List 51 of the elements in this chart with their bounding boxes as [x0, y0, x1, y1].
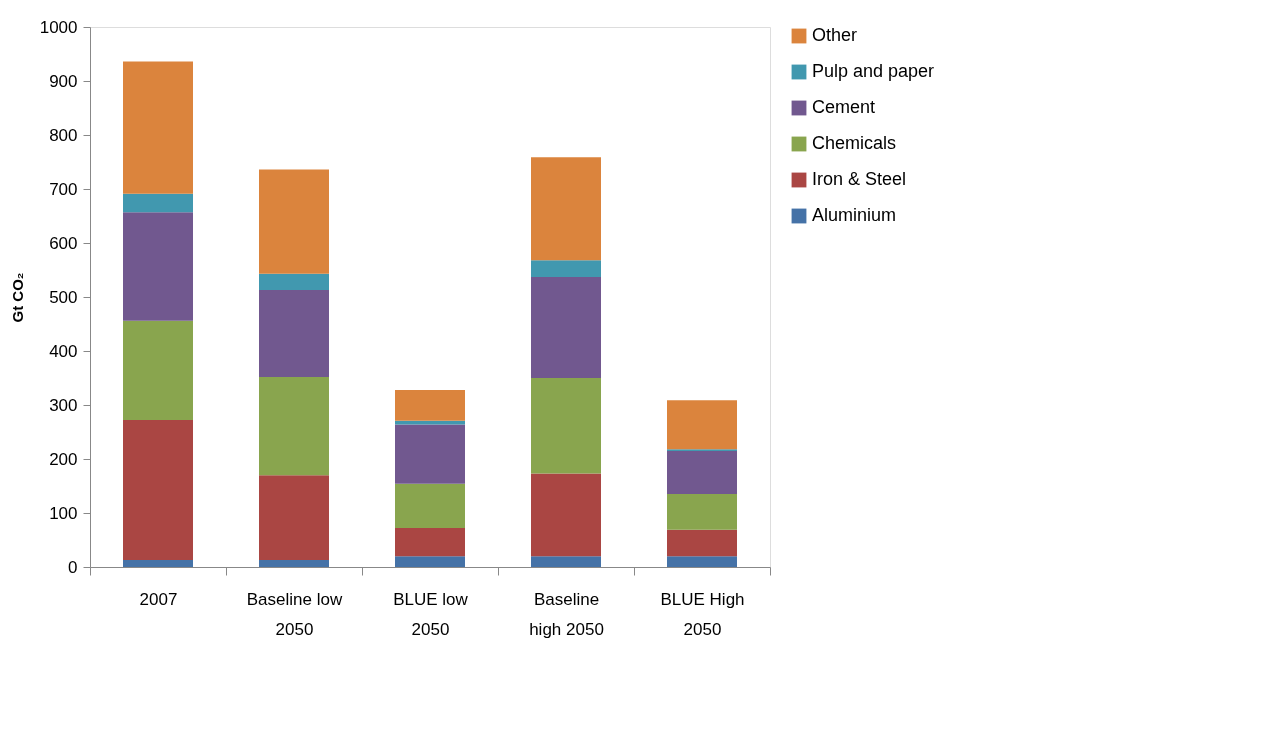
y-axis-title: Gt CO₂: [8, 272, 26, 323]
bar: [395, 528, 465, 557]
bar: [259, 475, 329, 560]
bar: [667, 494, 737, 530]
y-tick-label: 600: [49, 233, 78, 253]
bar: [259, 289, 329, 377]
bar: [123, 559, 193, 567]
y-tick-label: 700: [49, 179, 78, 199]
bar: [667, 400, 737, 450]
y-tick-label: 500: [49, 287, 78, 307]
bar: [123, 320, 193, 421]
bar: [259, 559, 329, 567]
bar: [123, 193, 193, 213]
bar: [395, 424, 465, 484]
bar: [531, 260, 601, 278]
bar: [123, 61, 193, 194]
bar: [531, 157, 601, 261]
bar: [531, 556, 601, 567]
y-tick-label: 800: [49, 125, 78, 145]
bar: [531, 378, 601, 474]
x-tick-label: BLUE High 2050: [660, 589, 745, 639]
legend-label: Pulp and paper: [812, 61, 935, 81]
y-tick-label: 300: [49, 395, 78, 415]
x-tick-label: Baseline high 2050: [529, 589, 604, 639]
bar: [395, 483, 465, 529]
legend-label: Aluminium: [812, 205, 897, 225]
x-tick-label: BLUE low 2050: [393, 589, 469, 639]
bar: [259, 376, 329, 476]
bar: [259, 169, 329, 274]
y-tick-label: 1000: [39, 17, 78, 37]
legend-label: Other: [812, 25, 858, 45]
bar: [123, 212, 193, 321]
bar: [395, 389, 465, 421]
legend-label: Cement: [812, 97, 876, 117]
y-tick-label: 200: [49, 449, 78, 469]
legend-label: Chemicals: [812, 133, 897, 153]
x-tick-label: Baseline low 2050: [246, 589, 343, 639]
y-tick-label: 0: [68, 557, 78, 577]
bar: [667, 556, 737, 567]
x-tick-label: 2007: [139, 589, 178, 609]
y-tick-label: 100: [49, 503, 78, 523]
bar: [667, 450, 737, 495]
bar: [531, 277, 601, 378]
legend-label: Iron & Steel: [812, 169, 907, 189]
bar: [259, 273, 329, 290]
y-tick-label: 900: [49, 71, 78, 91]
bar: [395, 556, 465, 567]
bar: [531, 473, 601, 557]
bar: [667, 529, 737, 557]
y-tick-label: 400: [49, 341, 78, 361]
bar: [123, 420, 193, 560]
